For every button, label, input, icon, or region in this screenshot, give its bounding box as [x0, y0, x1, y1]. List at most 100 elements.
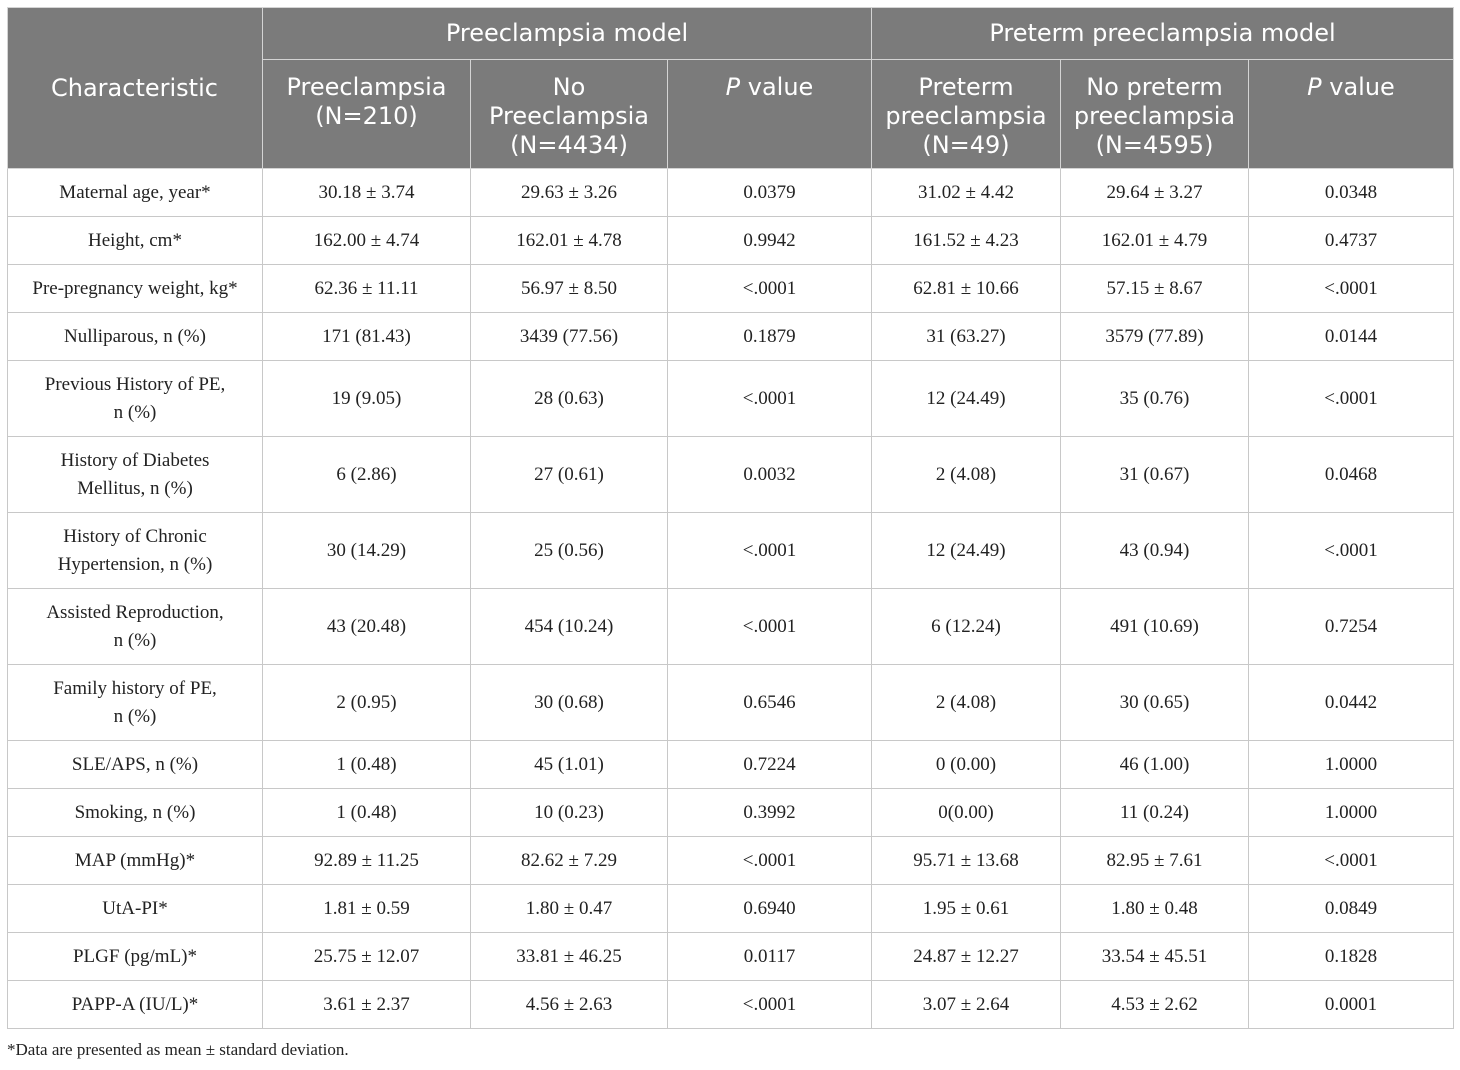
header-text: (N=210) [315, 102, 418, 130]
row-characteristic: Pre-pregnancy weight, kg* [7, 264, 263, 313]
characteristics-table: Characteristic Preeclampsia model Preter… [7, 7, 1454, 1029]
table-cell: 3439 (77.56) [470, 312, 668, 361]
table-cell: 454 (10.24) [470, 588, 668, 665]
table-cell: 0.7254 [1248, 588, 1454, 665]
table-cell: 3.61 ± 2.37 [262, 980, 471, 1029]
row-characteristic-text: MAP (mmHg)* [74, 849, 196, 871]
table-cell: 33.54 ± 45.51 [1060, 932, 1249, 981]
table-cell: <.0001 [1248, 512, 1454, 589]
table-cell: 1 (0.48) [262, 788, 471, 837]
table-cell: 0.9942 [667, 216, 872, 265]
table-cell: 162.01 ± 4.79 [1060, 216, 1249, 265]
header-col-preeclampsia: Preeclampsia (N=210) [262, 59, 471, 169]
table-cell: 0.7224 [667, 740, 872, 789]
table-cell: <.0001 [667, 512, 872, 589]
header-col-no-preterm-preeclampsia: No preterm preeclampsia (N=4595) [1060, 59, 1249, 169]
table-cell: 0.4737 [1248, 216, 1454, 265]
header-text: P [1307, 73, 1322, 101]
row-characteristic: Assisted Reproduction, n (%) [7, 588, 263, 665]
table-cell: 0.3992 [667, 788, 872, 837]
row-characteristic: PAPP-A (IU/L)* [7, 980, 263, 1029]
row-characteristic-text: Previous History of PE, [44, 373, 226, 395]
table-cell: <.0001 [667, 588, 872, 665]
table-cell: <.0001 [1248, 360, 1454, 437]
table-cell: 31 (63.27) [871, 312, 1061, 361]
table-cell: 35 (0.76) [1060, 360, 1249, 437]
row-characteristic: UtA-PI* [7, 884, 263, 933]
table-cell: 33.81 ± 46.25 [470, 932, 668, 981]
row-characteristic-text: Pre-pregnancy weight, kg* [32, 277, 238, 299]
table-row: Nulliparous, n (%) 171 (81.43) 3439 (77.56… [7, 312, 1454, 361]
header-text: preeclampsia [1073, 102, 1236, 130]
table-cell: 0.0849 [1248, 884, 1454, 933]
table-cell: 27 (0.61) [470, 436, 668, 513]
table-cell: 31.02 ± 4.42 [871, 168, 1061, 217]
table-row: PAPP-A (IU/L)* 3.61 ± 2.37 4.56 ± 2.63 <.00… [7, 980, 1454, 1029]
row-characteristic: MAP (mmHg)* [7, 836, 263, 885]
row-characteristic-text: Maternal age, year* [59, 181, 211, 203]
header-col-p-value-2: P value [1248, 59, 1454, 169]
header-text: Preeclampsia [489, 102, 649, 130]
row-characteristic: Smoking, n (%) [7, 788, 263, 837]
row-characteristic: Nulliparous, n (%) [7, 312, 263, 361]
table-cell: 162.01 ± 4.78 [470, 216, 668, 265]
table-cell: 162.00 ± 4.74 [262, 216, 471, 265]
table-cell: 1.81 ± 0.59 [262, 884, 471, 933]
table-row: Smoking, n (%) 1 (0.48) 10 (0.23) 0.3992 0(0… [7, 788, 1454, 837]
table-cell: 62.81 ± 10.66 [871, 264, 1061, 313]
table-cell: 4.56 ± 2.63 [470, 980, 668, 1029]
table-cell: <.0001 [1248, 836, 1454, 885]
table-row: Maternal age, year* 30.18 ± 3.74 29.63 ± 3… [7, 168, 1454, 217]
row-characteristic-text: n (%) [113, 629, 157, 651]
table-cell: 30 (14.29) [262, 512, 471, 589]
table-cell: 0.1828 [1248, 932, 1454, 981]
header-text: (N=4595) [1095, 131, 1214, 159]
table-cell: 31 (0.67) [1060, 436, 1249, 513]
header-text: Preterm [918, 73, 1014, 101]
table-cell: 28 (0.63) [470, 360, 668, 437]
table-body: Maternal age, year* 30.18 ± 3.74 29.63 ± 3… [7, 168, 1454, 1029]
table-cell: 46 (1.00) [1060, 740, 1249, 789]
row-characteristic-text: History of Chronic [63, 525, 207, 547]
table-cell: 30 (0.65) [1060, 664, 1249, 741]
row-characteristic-text: SLE/APS, n (%) [71, 753, 199, 775]
table-cell: 11 (0.24) [1060, 788, 1249, 837]
table-cell: <.0001 [667, 360, 872, 437]
header-text: P [725, 73, 741, 101]
table-row: Height, cm* 162.00 ± 4.74 162.01 ± 4.78 0.9… [7, 216, 1454, 265]
table-cell: 30.18 ± 3.74 [262, 168, 471, 217]
table-row: History of Chronic Hypertension, n (%) 30 … [7, 512, 1454, 589]
table-cell: 2 (4.08) [871, 436, 1061, 513]
table-cell: 1.0000 [1248, 788, 1454, 837]
table-cell: 0.6546 [667, 664, 872, 741]
table-cell: <.0001 [667, 836, 872, 885]
table-cell: <.0001 [667, 980, 872, 1029]
table-cell: 0.0379 [667, 168, 872, 217]
row-characteristic-text: History of Diabetes [60, 449, 210, 471]
row-characteristic-text: PLGF (pg/mL)* [72, 945, 198, 967]
table-cell: 24.87 ± 12.27 [871, 932, 1061, 981]
table-cell: 12 (24.49) [871, 512, 1061, 589]
table-cell: 1 (0.48) [262, 740, 471, 789]
table-cell: 6 (2.86) [262, 436, 471, 513]
table-row: UtA-PI* 1.81 ± 0.59 1.80 ± 0.47 0.6940 1.95 … [7, 884, 1454, 933]
header-col-preterm-preeclampsia: Preterm preeclampsia (N=49) [871, 59, 1061, 169]
table-cell: 29.64 ± 3.27 [1060, 168, 1249, 217]
table-container: Characteristic Preeclampsia model Preter… [7, 7, 1454, 1029]
table-cell: 0.0468 [1248, 436, 1454, 513]
header-text: No [552, 73, 586, 101]
table-cell: 25.75 ± 12.07 [262, 932, 471, 981]
row-characteristic-text: Nulliparous, n (%) [64, 325, 206, 347]
row-characteristic: Previous History of PE, n (%) [7, 360, 263, 437]
header-text: (N=49) [922, 131, 1010, 159]
row-characteristic-text: Mellitus, n (%) [77, 477, 193, 499]
table-row: SLE/APS, n (%) 1 (0.48) 45 (1.01) 0.7224 0 (… [7, 740, 1454, 789]
table-cell: 62.36 ± 11.11 [262, 264, 471, 313]
table-cell: 45 (1.01) [470, 740, 668, 789]
table-row: Family history of PE, n (%) 2 (0.95) 30 (0.… [7, 664, 1454, 741]
row-characteristic-text: UtA-PI* [102, 897, 168, 919]
table-cell: 1.95 ± 0.61 [871, 884, 1061, 933]
table-cell: 30 (0.68) [470, 664, 668, 741]
table-row: Pre-pregnancy weight, kg* 62.36 ± 11.11 56… [7, 264, 1454, 313]
header-col-p-value-1: P value [667, 59, 872, 169]
